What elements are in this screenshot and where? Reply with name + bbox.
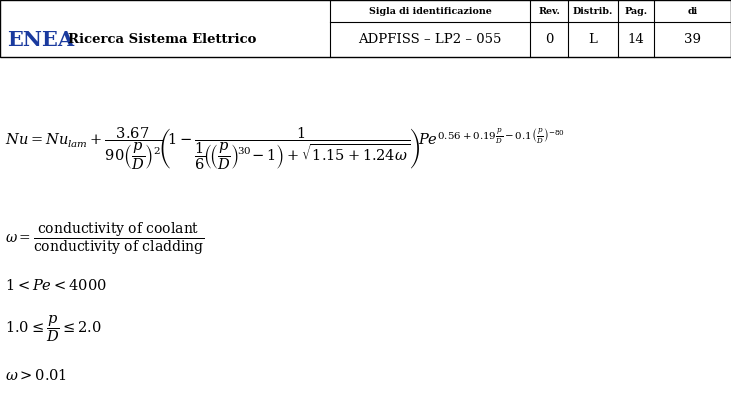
Text: L: L [588, 33, 597, 46]
Text: Pag.: Pag. [624, 6, 648, 15]
Text: $Nu = Nu_{lam} + \dfrac{3.67}{90\left(\dfrac{p}{D}\right)^{2}}\!\left(\!1 - \dfr: $Nu = Nu_{lam} + \dfrac{3.67}{90\left(\d… [5, 126, 565, 172]
Text: $1.0 \leq \dfrac{p}{D} \leq 2.0$: $1.0 \leq \dfrac{p}{D} \leq 2.0$ [5, 314, 102, 344]
Text: $1 < Pe < 4000$: $1 < Pe < 4000$ [5, 278, 107, 293]
Text: Rev.: Rev. [538, 6, 560, 15]
Text: 0: 0 [545, 33, 553, 46]
Text: 39: 39 [684, 33, 701, 46]
Text: Ricerca Sistema Elettrico: Ricerca Sistema Elettrico [68, 33, 257, 46]
Text: di: di [687, 6, 697, 15]
Text: $\omega > 0.01$: $\omega > 0.01$ [5, 368, 67, 383]
Text: Sigla di identificazione: Sigla di identificazione [368, 6, 491, 15]
Text: ENEA: ENEA [7, 29, 74, 50]
Text: 14: 14 [628, 33, 644, 46]
Bar [0, 0, 731, 57]
Text: ADPFISS – LP2 – 055: ADPFISS – LP2 – 055 [358, 33, 501, 46]
Text: $\omega = \dfrac{\mathrm{conductivity\ of\ coolant}}{\mathrm{conductivity\ of\ c: $\omega = \dfrac{\mathrm{conductivity\ o… [5, 221, 205, 257]
Text: Distrib.: Distrib. [573, 6, 613, 15]
